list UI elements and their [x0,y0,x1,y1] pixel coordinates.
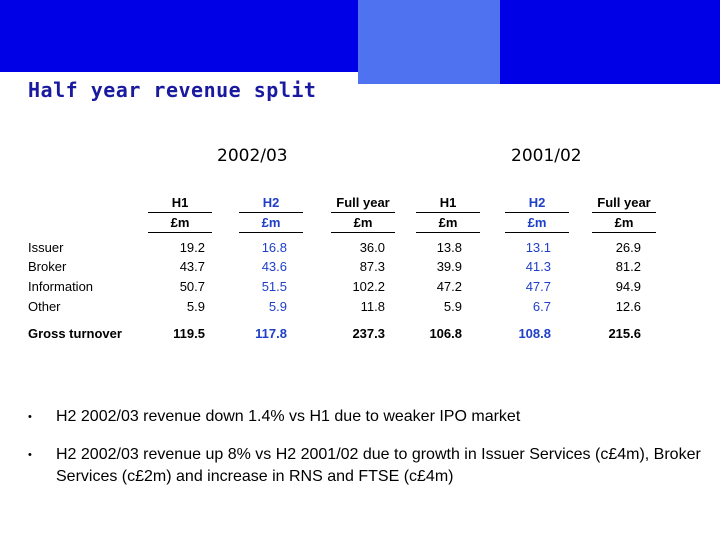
row-information-value: 102.2 [352,279,385,294]
banner-middle-band [358,0,500,84]
bullet-marker: • [28,449,32,461]
col-unit-h2-2001: £m [527,215,547,230]
row-information-value: 50.7 [179,279,205,294]
header-underline [148,232,212,233]
row-issuer-label: Issuer [28,240,64,255]
col-header-h2-2001: H2 [528,195,546,210]
row-issuer-value: 36.0 [359,240,385,255]
row-broker-value: 43.7 [179,259,205,274]
row-information-value: 47.2 [436,279,462,294]
col-unit-fy-2002: £m [353,215,373,230]
row-gross-turnover-value: 108.8 [518,326,551,341]
header-underline [505,232,569,233]
header-underline [148,212,212,213]
header-underline [416,232,480,233]
row-gross-turnover-value: 117.8 [255,326,287,341]
row-other-value: 6.7 [532,299,551,314]
col-unit-h1-2001: £m [438,215,458,230]
slide-title: Half year revenue split [28,78,317,102]
col-header-h2-2002: H2 [262,195,280,210]
header-underline [331,212,395,213]
col-header-fy-2002: Full year [336,195,390,210]
row-information-value: 47.7 [525,279,551,294]
row-issuer-value: 16.8 [261,240,287,255]
header-underline [505,212,569,213]
row-broker-value: 81.2 [615,259,641,274]
header-underline [592,232,656,233]
col-header-fy-2001: Full year [597,195,651,210]
header-underline [416,212,480,213]
header-underline [239,232,303,233]
banner-right-band [500,0,720,84]
row-broker-label: Broker [28,259,67,274]
bullet-text: H2 2002/03 revenue down 1.4% vs H1 due t… [56,408,521,425]
row-information-label: Information [28,279,94,294]
year-2002-03-heading: 2002/03 [217,146,288,166]
row-issuer-value: 19.2 [179,240,205,255]
row-other-value: 12.6 [615,299,641,314]
row-issuer-value: 13.8 [436,240,462,255]
row-other-value: 11.8 [360,299,385,314]
header-underline [239,212,303,213]
row-broker-value: 87.3 [359,259,385,274]
year-2001-02-heading: 2001/02 [511,146,582,166]
row-gross-turnover-label: Gross turnover [28,326,122,341]
col-unit-fy-2001: £m [614,215,634,230]
col-unit-h1-2002: £m [170,215,190,230]
row-other-value: 5.9 [443,299,462,314]
banner-left-band [0,0,358,72]
col-header-h1-2001: H1 [439,195,457,210]
header-banner [0,0,720,84]
row-broker-value: 39.9 [436,259,462,274]
row-information-value: 51.5 [261,279,287,294]
row-issuer-value: 26.9 [615,240,641,255]
row-broker-value: 43.6 [261,259,287,274]
row-other-label: Other [28,299,61,314]
col-header-h1-2002: H1 [171,195,189,210]
row-gross-turnover-value: 119.5 [173,326,205,341]
row-gross-turnover-value: 106.8 [429,326,462,341]
row-broker-value: 41.3 [525,259,551,274]
bullet-text: H2 2002/03 revenue up 8% vs H2 2001/02 d… [56,446,701,485]
row-gross-turnover-value: 237.3 [352,326,385,341]
bullet-marker: • [28,411,32,423]
row-issuer-value: 13.1 [525,240,551,255]
col-unit-h2-2002: £m [261,215,281,230]
row-other-value: 5.9 [186,299,205,314]
row-other-value: 5.9 [268,299,287,314]
row-gross-turnover-value: 215.6 [608,326,641,341]
row-information-value: 94.9 [615,279,641,294]
header-underline [331,232,395,233]
header-underline [592,212,656,213]
